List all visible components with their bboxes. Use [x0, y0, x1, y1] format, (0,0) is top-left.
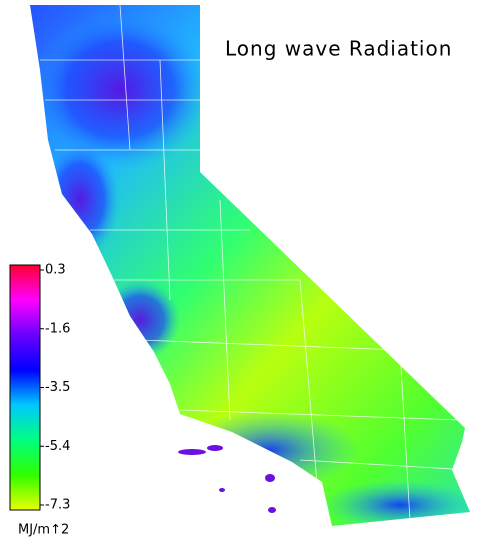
colorbar-tick-label: 0.3	[45, 263, 66, 278]
colorbar-unit: MJ/m↑2	[18, 523, 69, 538]
islands	[178, 445, 276, 513]
colorbar-ramp	[9, 264, 41, 511]
colorbar: 0.3 -1.6 -3.5 -5.4 -7.3	[9, 263, 70, 513]
colorbar-tick-label: -7.3	[45, 498, 70, 513]
colorbar-tick-label: -3.5	[45, 380, 70, 395]
colorbar-tick-label: -1.6	[45, 321, 70, 336]
map-title: Long wave Radiation	[225, 37, 452, 61]
colorbar-tick-label: -5.4	[45, 439, 70, 454]
